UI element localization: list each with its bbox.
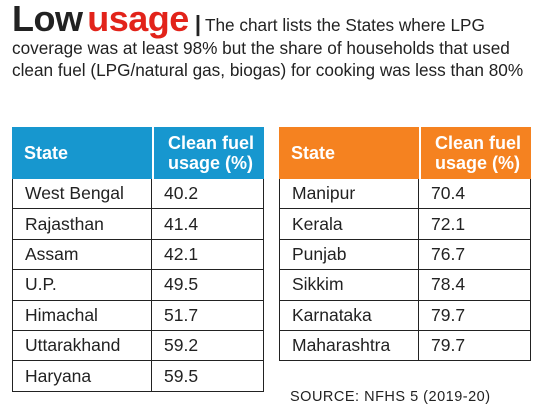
table-row: Karnataka 79.7 bbox=[279, 300, 531, 331]
value-cell: 72.1 bbox=[419, 209, 531, 239]
state-cell: Sikkim bbox=[279, 270, 419, 300]
table-row: Rajasthan 41.4 bbox=[12, 209, 264, 240]
state-cell: West Bengal bbox=[12, 179, 152, 209]
table-row: Himachal 51.7 bbox=[12, 300, 264, 331]
value-cell: 79.7 bbox=[419, 330, 531, 361]
table-right: State Clean fuel usage (%) Manipur 70.4 Ke… bbox=[279, 127, 531, 362]
value-cell: 59.2 bbox=[152, 330, 264, 361]
table-right-header: State Clean fuel usage (%) bbox=[279, 127, 531, 179]
state-cell: Uttarakhand bbox=[12, 330, 152, 361]
table-left-body: West Bengal 40.2 Rajasthan 41.4 Assam 42.1 U.P… bbox=[12, 179, 264, 392]
table-row: Manipur 70.4 bbox=[279, 179, 531, 210]
state-cell: Karnataka bbox=[279, 300, 419, 330]
value-cell: 78.4 bbox=[419, 270, 531, 300]
state-cell: Himachal bbox=[12, 300, 152, 330]
header-value: Clean fuel usage (%) bbox=[152, 127, 264, 179]
table-row: Kerala 72.1 bbox=[279, 209, 531, 240]
table-left-header: State Clean fuel usage (%) bbox=[12, 127, 264, 179]
value-cell: 76.7 bbox=[419, 239, 531, 270]
title-part2: usage bbox=[87, 0, 189, 39]
table-left: State Clean fuel usage (%) West Bengal 40… bbox=[12, 127, 264, 392]
table-row: Assam 42.1 bbox=[12, 239, 264, 271]
title-separator: | bbox=[194, 11, 201, 36]
value-cell: 42.1 bbox=[152, 239, 264, 270]
state-cell: Kerala bbox=[279, 209, 419, 239]
value-cell: 41.4 bbox=[152, 209, 264, 239]
value-cell: 59.5 bbox=[152, 361, 264, 391]
table-row: Maharashtra 79.7 bbox=[279, 330, 531, 362]
table-row: Haryana 59.5 bbox=[12, 361, 264, 392]
state-cell: Manipur bbox=[279, 179, 419, 209]
state-cell: Rajasthan bbox=[12, 209, 152, 239]
header-state: State bbox=[24, 143, 69, 163]
state-cell: U.P. bbox=[12, 270, 152, 300]
value-cell: 40.2 bbox=[152, 179, 264, 209]
table-row: West Bengal 40.2 bbox=[12, 179, 264, 210]
table-row: Sikkim 78.4 bbox=[279, 270, 531, 301]
table-row: Uttarakhand 59.2 bbox=[12, 330, 264, 362]
state-cell: Punjab bbox=[279, 239, 419, 270]
title-part1: Low bbox=[12, 0, 83, 39]
source-note: SOURCE: NFHS 5 (2019-20) bbox=[290, 389, 491, 405]
state-cell: Maharashtra bbox=[279, 330, 419, 361]
value-cell: 70.4 bbox=[419, 179, 531, 209]
state-cell: Haryana bbox=[12, 361, 152, 391]
table-right-body: Manipur 70.4 Kerala 72.1 Punjab 76.7 Sikkim 78.… bbox=[279, 179, 531, 362]
header-state: State bbox=[291, 143, 336, 163]
header-value: Clean fuel usage (%) bbox=[419, 127, 531, 179]
headline: Low usage | The chart lists the States whe… bbox=[12, 1, 542, 82]
state-cell: Assam bbox=[12, 239, 152, 270]
table-row: U.P. 49.5 bbox=[12, 270, 264, 301]
value-cell: 49.5 bbox=[152, 270, 264, 300]
value-cell: 79.7 bbox=[419, 300, 531, 330]
value-cell: 51.7 bbox=[152, 300, 264, 330]
table-row: Punjab 76.7 bbox=[279, 239, 531, 271]
deck-text: The chart lists the States where LPG cov… bbox=[12, 15, 524, 80]
